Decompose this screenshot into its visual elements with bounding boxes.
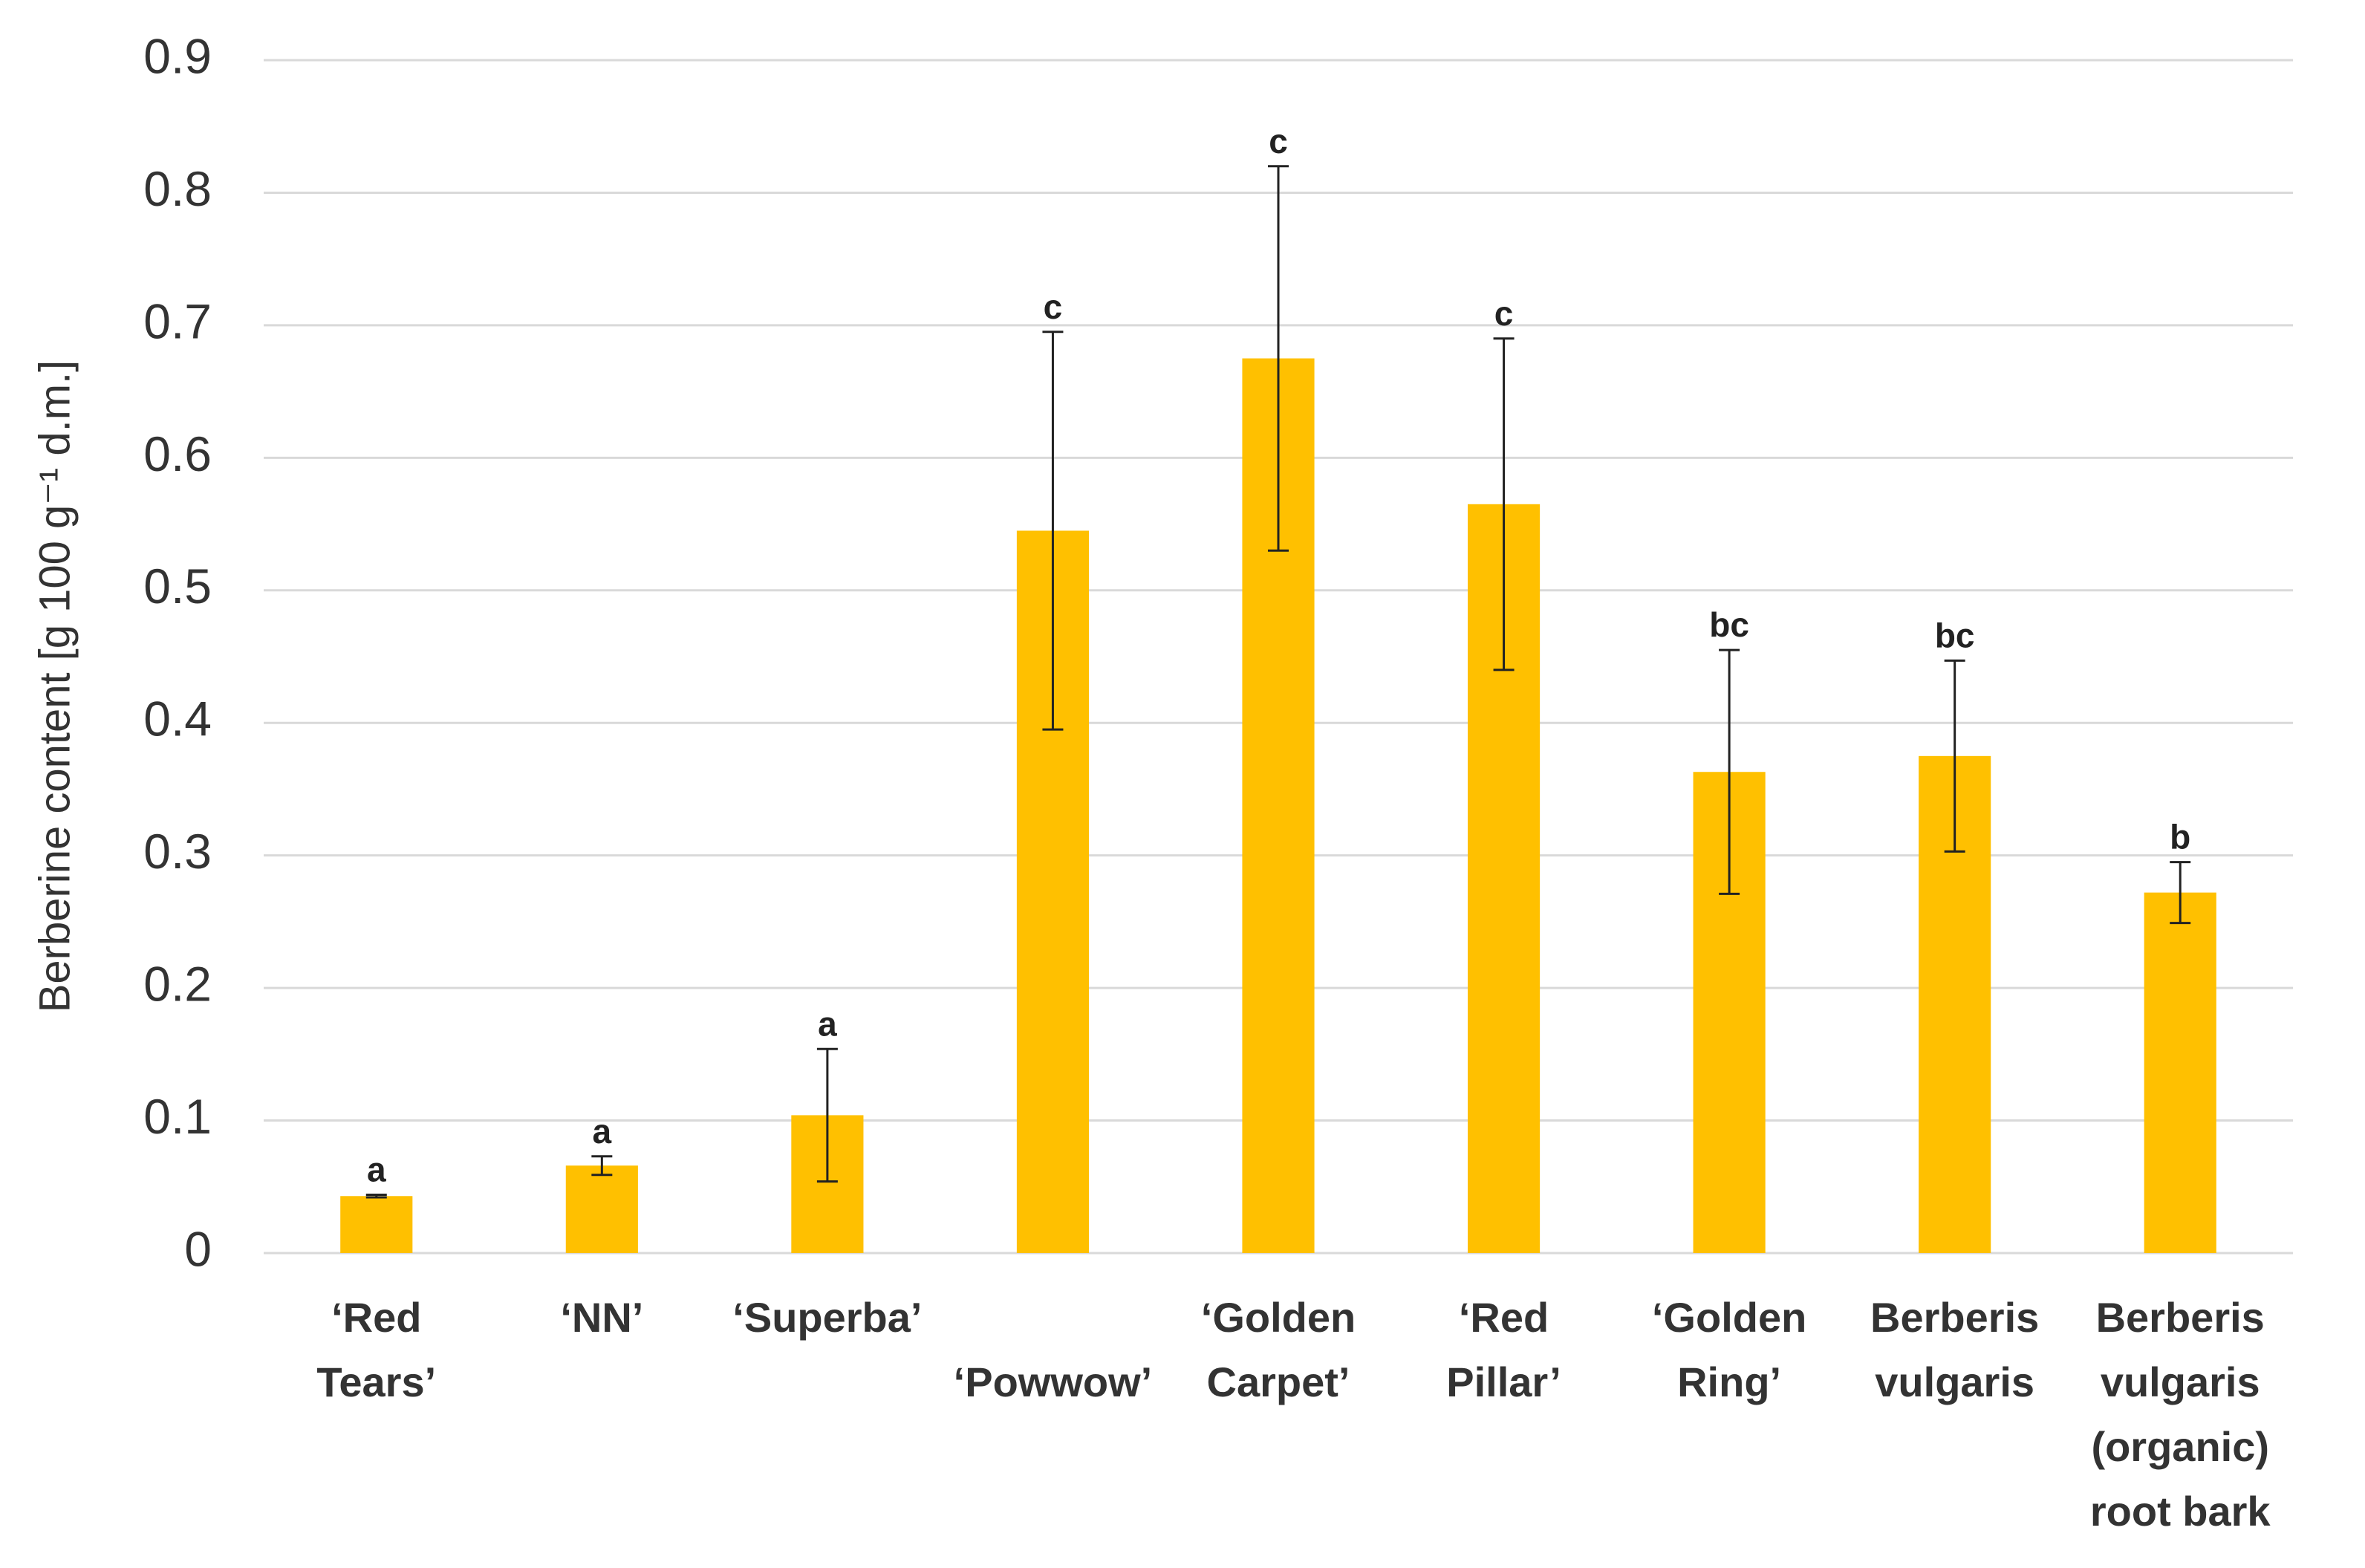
bar — [340, 1196, 413, 1253]
y-tick-label: 0.4 — [143, 692, 212, 746]
significance-letter: c — [1044, 287, 1063, 326]
y-tick-label: 0 — [184, 1221, 212, 1276]
x-tick-label: ‘NN’ — [560, 1294, 643, 1341]
x-tick-label-line: ‘Golden — [1201, 1294, 1356, 1341]
x-tick-label-line: ‘Red — [331, 1294, 421, 1341]
significance-letter: bc — [1935, 617, 1975, 655]
significance-letter: a — [367, 1151, 386, 1189]
x-tick-label-line: Tears’ — [316, 1359, 436, 1405]
y-axis-label: Berberine content [g 100 g⁻¹ d.m.] — [30, 360, 79, 1013]
x-tick-label-line: Pillar’ — [1446, 1359, 1561, 1405]
y-tick-label: 0.7 — [143, 293, 212, 348]
x-tick-label-line: ‘Golden — [1652, 1294, 1806, 1341]
significance-letter: b — [2170, 818, 2190, 856]
x-tick-label: ‘Superba’ — [732, 1294, 922, 1341]
x-tick-label-line: vulgaris — [1875, 1359, 2034, 1405]
y-tick-label: 0.3 — [143, 824, 212, 879]
error-bar — [1042, 331, 1064, 731]
significance-letter: c — [1494, 294, 1514, 333]
x-tick-label-line: vulgaris — [2101, 1359, 2260, 1405]
error-bar — [816, 1047, 838, 1183]
x-tick-label-line: Berberis — [1870, 1294, 2039, 1341]
x-tick-label: ‘Golden Carpet’ — [1201, 1294, 1356, 1405]
significance-letter: a — [593, 1112, 612, 1151]
error-bar — [2170, 861, 2191, 925]
significance-letter: a — [818, 1004, 837, 1043]
error-bar — [1719, 648, 1740, 895]
x-tick-label-line: Ring’ — [1677, 1359, 1781, 1405]
x-tick-label: ‘Red Pillar’ — [1446, 1294, 1561, 1405]
error-bar — [1493, 337, 1515, 671]
error-bar — [365, 1193, 387, 1199]
y-tick-label: 0.1 — [143, 1089, 212, 1144]
x-tick-label-line: root bark — [2090, 1488, 2271, 1535]
x-tick-label-line: (organic) — [2091, 1423, 2269, 1470]
x-tick-label: Berberis vulgaris (organic) root bark — [2090, 1294, 2271, 1535]
x-tick-label: ‘Red Tears’ — [316, 1294, 436, 1405]
error-bar — [591, 1155, 613, 1177]
x-tick-label-line: ‘NN’ — [560, 1294, 643, 1341]
error-bar — [1268, 165, 1289, 552]
x-tick-label-line: ‘Superba’ — [732, 1294, 922, 1341]
y-tick-label: 0.9 — [143, 28, 212, 83]
significance-letter: bc — [1709, 605, 1749, 644]
y-tick-label: 0.5 — [143, 559, 212, 614]
bar — [2144, 892, 2216, 1253]
y-tick-label: 0.6 — [143, 426, 212, 481]
x-tick-label: ‘Powwow’ — [954, 1359, 1153, 1405]
x-tick-label-line: ‘Powwow’ — [954, 1359, 1153, 1405]
x-tick-label: Berberis vulgaris — [1870, 1294, 2039, 1405]
y-tick-label: 0.2 — [143, 957, 212, 1012]
x-tick-label-line: Carpet’ — [1207, 1359, 1350, 1405]
error-bar — [1944, 659, 1965, 853]
y-tick-label: 0.8 — [143, 161, 212, 216]
x-tick-label-line: Berberis — [2096, 1294, 2265, 1341]
x-tick-label: ‘Golden Ring’ — [1652, 1294, 1806, 1405]
x-tick-label-line: ‘Red — [1459, 1294, 1549, 1341]
bar — [565, 1165, 638, 1253]
significance-letter: c — [1269, 122, 1288, 160]
